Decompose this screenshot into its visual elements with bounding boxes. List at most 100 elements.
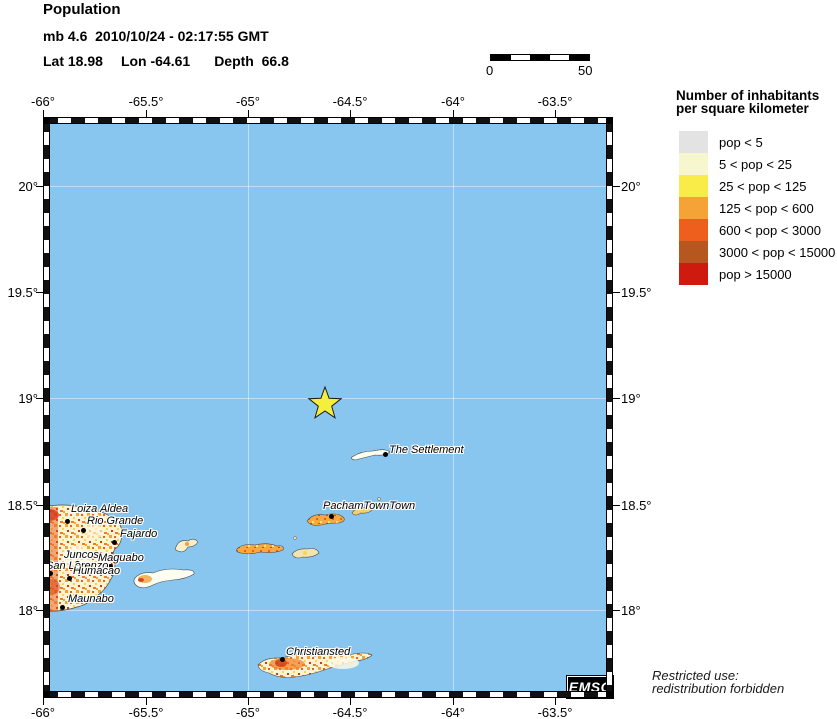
frame-corner [43,117,50,124]
city-label: Fajardo [120,528,158,540]
lon-label-top: -64° [441,94,465,109]
lat-label-right: 19° [621,391,641,406]
legend-label: 3000 < pop < 15000 [719,244,836,260]
map-frame-right [606,117,613,698]
lon-label-top: -64.5° [332,94,368,109]
legend-label: pop > 15000 [719,266,792,282]
gridline-parallel-20 [43,186,613,187]
scale-segment [509,55,531,60]
lon-label-top: -65° [236,94,260,109]
restricted-line1: Restricted use: [652,668,739,683]
lon-label-bottom: -66° [31,705,55,719]
lon-label-bottom: -64.5° [332,705,368,719]
lon-label-top: -66° [31,94,55,109]
gridline-meridian-64 [453,117,454,698]
frame-corner [606,117,613,124]
cay [377,497,381,501]
axis-tick [613,505,620,506]
lat-label-left: 18.5° [7,498,38,513]
legend-row: 5 < pop < 25 [679,153,835,175]
scale-segment [491,55,510,60]
culebra-density [185,542,189,546]
island-st-croix [257,652,373,678]
frame-corner [606,691,613,698]
legend-swatch [679,131,708,153]
city-label: The Settlement [389,444,464,456]
axis-tick [43,110,44,117]
city-dot [81,528,86,533]
islands-layer [43,385,391,678]
distance-scale-bar [490,54,590,61]
scale-start-label: 0 [486,63,494,78]
legend-label: 125 < pop < 600 [719,200,814,216]
legend-row: 600 < pop < 3000 [679,219,835,241]
axis-tick [146,110,147,117]
city-label: Maguabo [98,552,144,564]
cay [293,536,297,540]
lat-label-left: 19° [18,391,38,406]
gridline-meridian-65 [248,117,249,698]
city-dot [108,564,113,569]
city-label: Loiza Aldea [71,503,129,515]
map-frame-top [43,117,613,124]
city-label: Rio Grande [87,515,144,527]
legend-swatch [679,153,708,175]
axis-tick [453,110,454,117]
earthquake-epicenter-star [307,385,343,419]
axis-tick [146,698,147,705]
lon-label-bottom: -65.5° [128,705,164,719]
legend-row: 3000 < pop < 15000 [679,241,835,263]
lat-label-right: 18° [621,603,641,618]
map-frame-bottom [43,691,613,698]
legend-swatch [679,219,708,241]
legend-row: 125 < pop < 600 [679,197,835,219]
island-virgin-gorda [351,505,374,516]
axis-tick [43,698,44,705]
scale-segment [549,55,571,60]
restricted-use-notice: Restricted use: redistribution forbidden [652,669,784,695]
city-dot [112,540,117,545]
axis-tick [613,186,620,187]
axis-tick [36,292,43,293]
city-dot [65,519,70,524]
frame-corner [43,691,50,698]
city-label: Juncos [64,549,99,561]
map-canvas: Loiza Aldea Rio Grande Fajardo Juncos Ma… [43,117,614,699]
city-dot [329,514,334,519]
island-tortola [306,513,345,526]
population-legend: pop < 5 5 < pop < 25 25 < pop < 125 125 … [679,131,835,285]
lat-label-left: 19.5° [7,285,38,300]
axis-tick [36,610,43,611]
island-vieques [133,568,195,589]
page-title: Population [43,1,121,18]
axis-tick [350,110,351,117]
axis-tick [36,505,43,506]
legend-swatch [679,263,708,285]
lon-label-bottom: -65° [236,705,260,719]
gridline-parallel-18 [43,610,613,611]
event-lon: Lon -64.61 [120,53,191,69]
event-magnitude-date: mb 4.6 2010/10/24 - 02:17:55 GMT [43,28,269,44]
map-frame-left [43,117,50,698]
legend-title: Number of inhabitants per square kilomet… [676,89,819,116]
lat-label-right: 19.5° [621,285,652,300]
city-dot [280,657,285,662]
st-john-density [303,551,307,555]
city-dot [383,452,388,457]
legend-swatch [679,175,708,197]
city-label: Christiansted [286,646,351,658]
scale-end-label: 50 [578,63,593,78]
lat-label-right: 20° [621,179,641,194]
axis-tick [36,398,43,399]
lat-label-right: 18.5° [621,498,652,513]
island-st-thomas [236,543,284,555]
legend-label: 600 < pop < 3000 [719,222,821,238]
event-depth: Depth 66.8 [214,53,289,69]
city-label: PachamTownTown [323,500,416,512]
lat-label-left: 20° [18,179,38,194]
axis-tick [453,698,454,705]
axis-tick [350,698,351,705]
lon-label-top: -65.5° [128,94,164,109]
legend-row: pop < 5 [679,131,835,153]
